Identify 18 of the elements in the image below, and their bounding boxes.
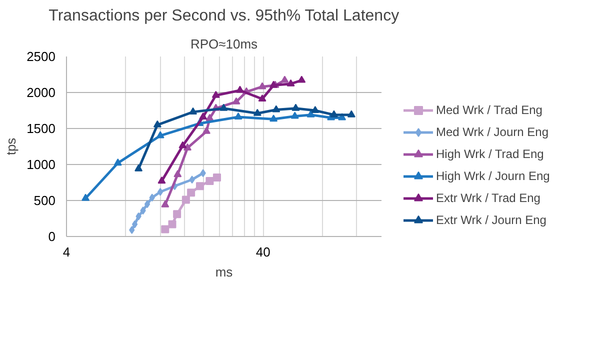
legend-label: Extr Wrk / Trad Eng — [436, 191, 540, 205]
x-axis-title: ms — [215, 264, 234, 280]
y-tick-label: 1500 — [26, 121, 56, 136]
legend-label: Med Wrk / Trad Eng — [436, 103, 542, 117]
y-tick-label: 500 — [34, 193, 56, 208]
y-tick-label: 0 — [48, 229, 56, 244]
legend-label: High Wrk / Journ Eng — [436, 169, 550, 183]
x-tick-label: 40 — [256, 244, 270, 260]
legend-label: Extr Wrk / Journ Eng — [436, 213, 546, 227]
y-axis-title: tps — [4, 137, 19, 156]
legend-label: Med Wrk / Journ Eng — [436, 125, 548, 139]
x-tick-label: 4 — [62, 244, 70, 260]
y-tick-label: 2000 — [26, 85, 56, 100]
y-tick-label: 2500 — [26, 49, 56, 64]
legend-label: High Wrk / Trad Eng — [436, 147, 544, 161]
y-tick-label: 1000 — [26, 157, 56, 172]
chart-subtitle: RPO≈10ms — [190, 36, 258, 52]
chart-title: Transactions per Second vs. 95th% Total Latency — [48, 8, 400, 24]
